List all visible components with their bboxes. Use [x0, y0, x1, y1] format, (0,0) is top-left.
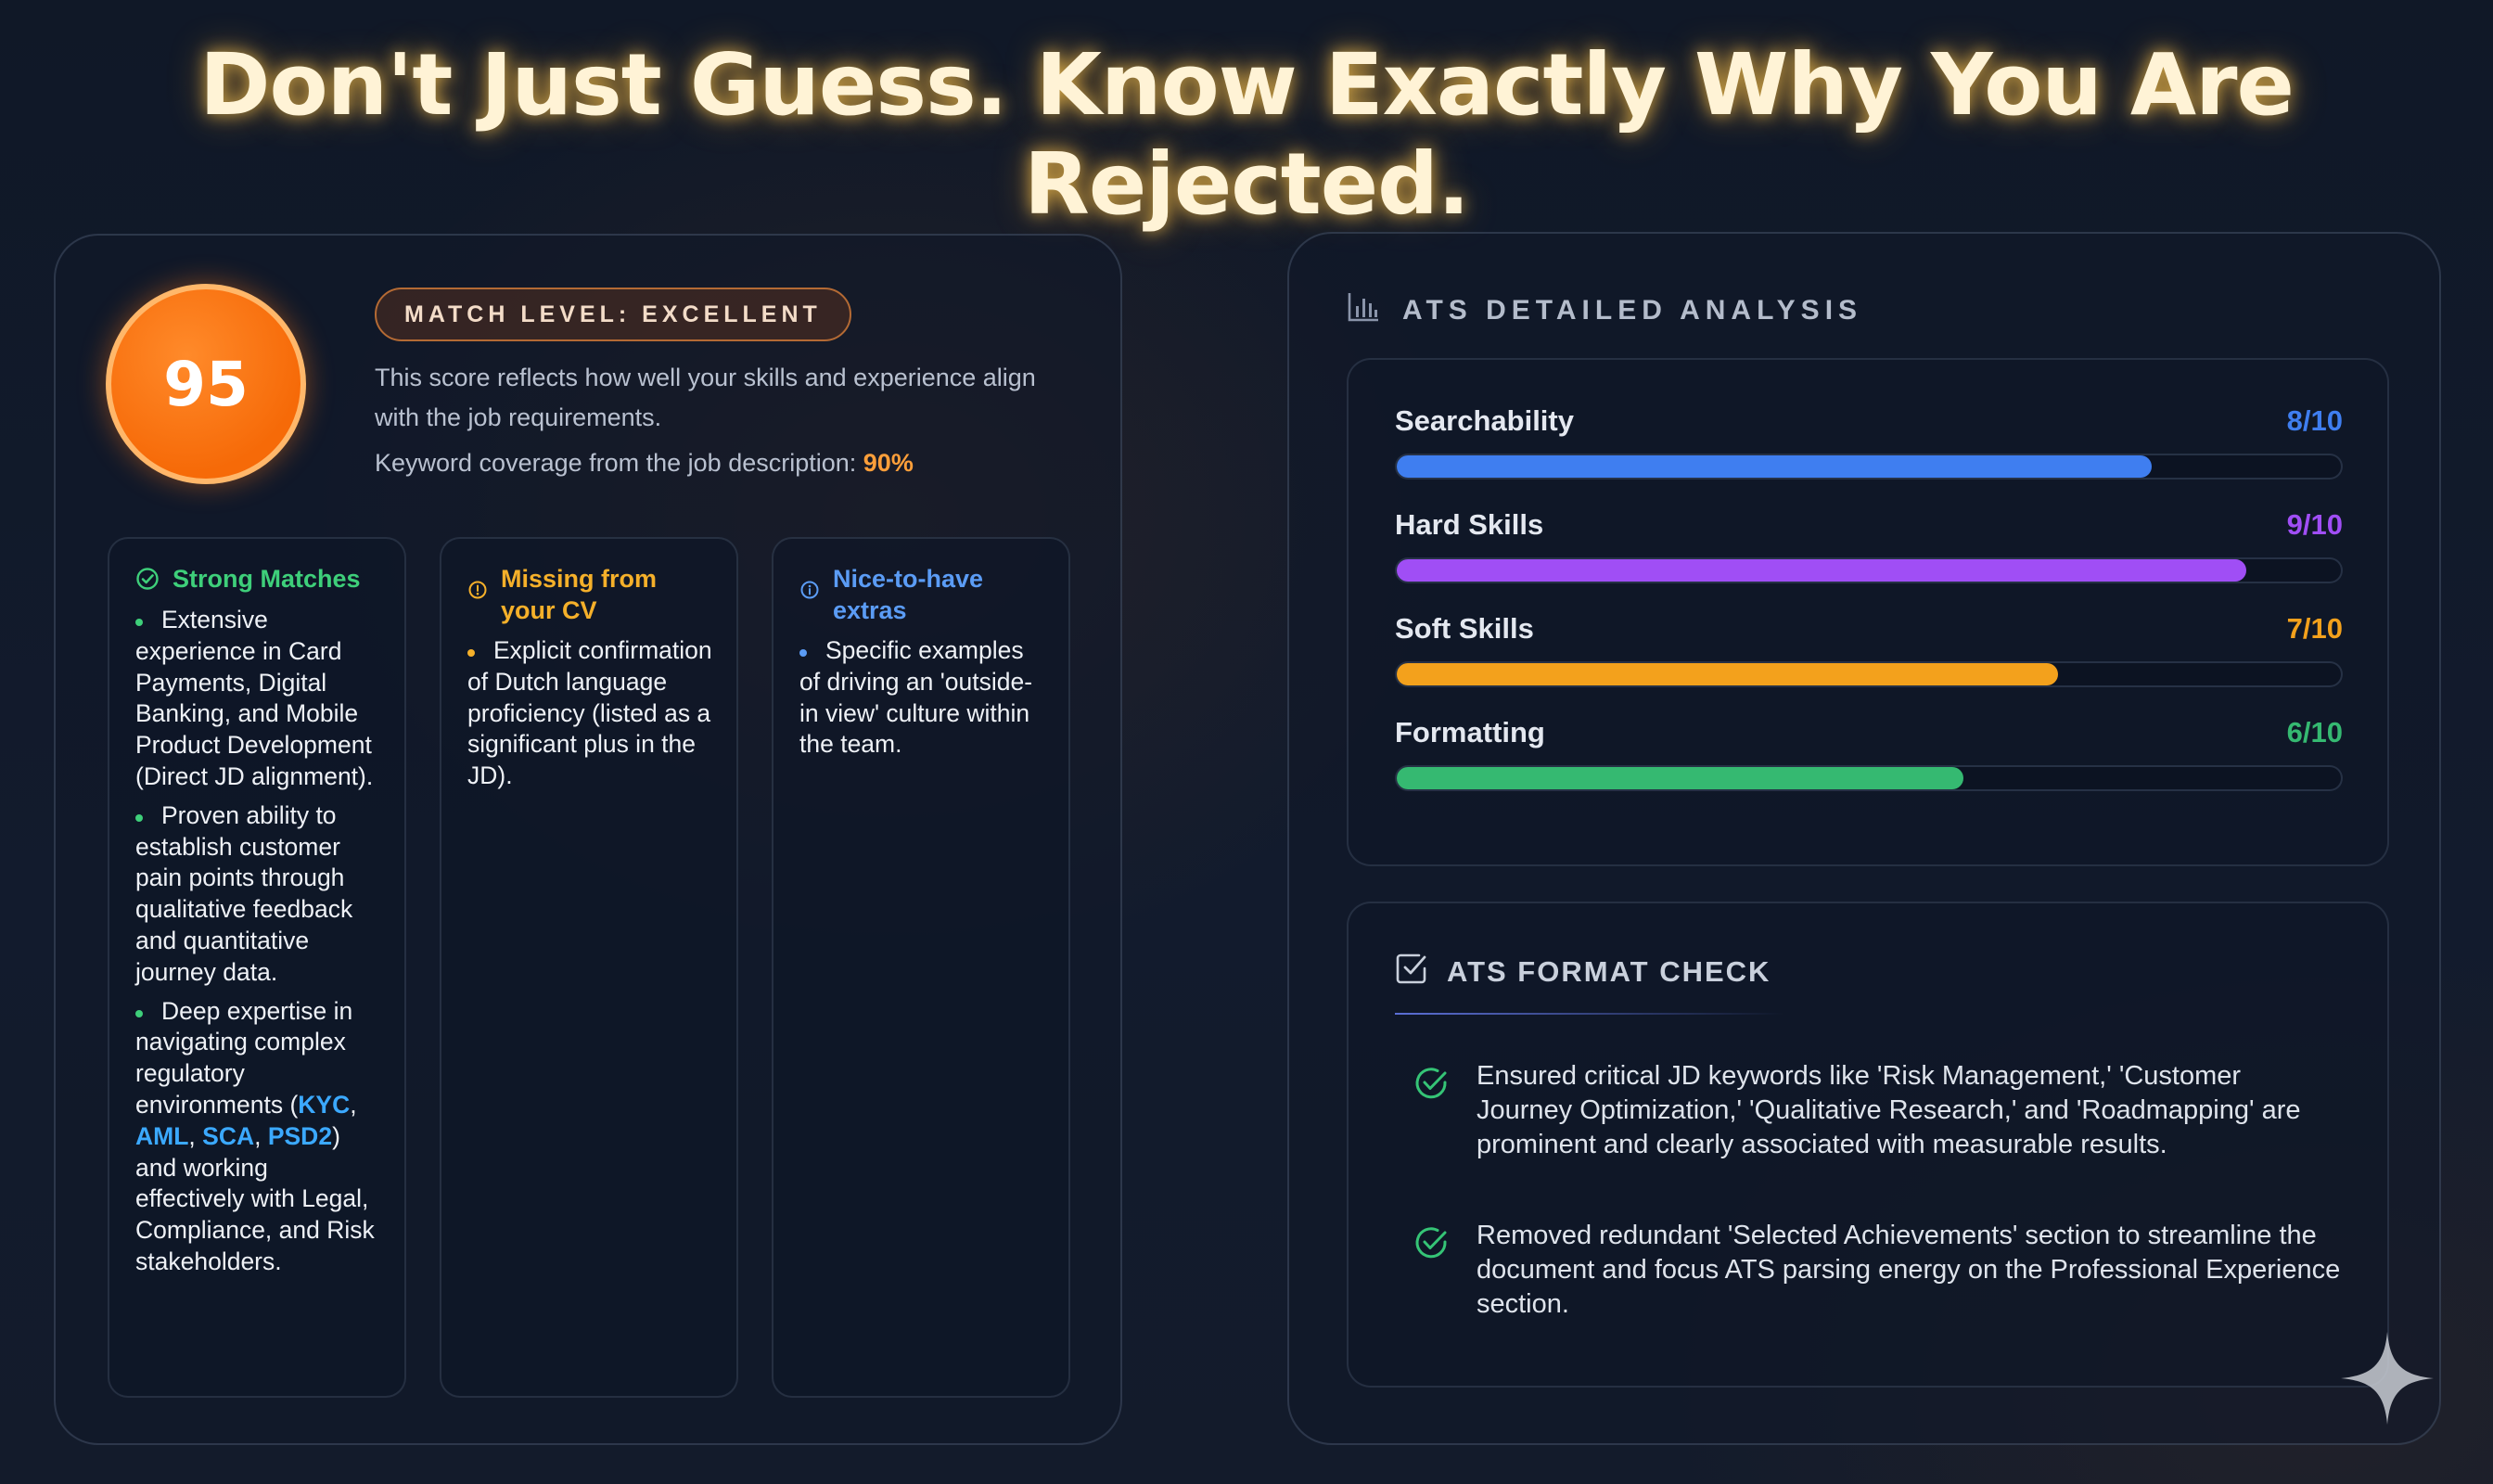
progress-fill	[1397, 663, 2058, 685]
metric-label: Hard Skills	[1395, 508, 1544, 541]
progress-fill	[1397, 767, 1963, 789]
nice-to-have-card: Nice-to-have extras Specific examples of…	[772, 537, 1070, 1398]
format-check-header: ATS FORMAT CHECK	[1395, 952, 1771, 992]
keyword-tag: AML	[135, 1121, 189, 1150]
progress-track	[1395, 765, 2343, 791]
checkbox-icon	[1395, 952, 1428, 992]
format-check-item: Removed redundant 'Selected Achievements…	[1413, 1219, 2341, 1322]
list-item: Explicit confirmation of Dutch language …	[467, 636, 712, 790]
keyword-tag: SCA	[202, 1121, 255, 1150]
list-item: Extensive experience in Card Payments, D…	[135, 606, 374, 790]
sparkle-icon	[2339, 1330, 2435, 1431]
match-score-panel: 95 MATCH LEVEL: EXCELLENT This score ref…	[54, 234, 1122, 1445]
metric-label: Soft Skills	[1395, 612, 1534, 645]
score-description: This score reflects how well your skills…	[375, 364, 1036, 431]
metric-label: Searchability	[1395, 404, 1574, 437]
match-level-badge: MATCH LEVEL: EXCELLENT	[375, 288, 851, 341]
ats-metrics-card: Searchability 8/10 Hard Skills 9/10 Soft Ski…	[1347, 358, 2389, 866]
coverage-value: 90%	[863, 449, 914, 477]
progress-track	[1395, 557, 2343, 583]
progress-fill	[1397, 455, 2153, 478]
metric-value: 8/10	[2286, 404, 2343, 437]
keyword-tag: KYC	[298, 1090, 351, 1119]
check-circle-icon	[1413, 1224, 1451, 1322]
progress-track	[1395, 454, 2343, 480]
metric-value: 7/10	[2286, 612, 2343, 645]
ats-analysis-panel: ATS DETAILED ANALYSIS Searchability 8/10 H…	[1287, 232, 2441, 1445]
missing-from-cv-title: Missing from your CV	[501, 565, 658, 624]
ats-analysis-header: ATS DETAILED ANALYSIS	[1347, 291, 1862, 330]
ats-analysis-title: ATS DETAILED ANALYSIS	[1402, 295, 1863, 326]
check-circle-icon	[135, 567, 160, 595]
page-headline: Don't Just Guess. Know Exactly Why You A…	[199, 35, 2295, 234]
format-check-item: Ensured critical JD keywords like 'Risk …	[1413, 1059, 2341, 1162]
info-circle-icon	[799, 580, 820, 605]
metric-label: Formatting	[1395, 716, 1545, 748]
keyword-tag: PSD2	[267, 1121, 333, 1150]
missing-from-cv-card: Missing from your CV Explicit confirmati…	[440, 537, 738, 1398]
divider	[1395, 1013, 1784, 1015]
alert-circle-icon	[467, 580, 488, 605]
nice-to-have-title: Nice-to-have extras	[833, 565, 984, 624]
list-item: Deep expertise in navigating complex reg…	[135, 996, 375, 1275]
list-item: Specific examples of driving an 'outside…	[799, 636, 1033, 759]
progress-fill	[1397, 559, 2247, 582]
coverage-label: Keyword coverage from the job descriptio…	[375, 449, 857, 477]
score-circle: 95	[106, 284, 306, 484]
strong-matches-title: Strong Matches	[173, 565, 361, 593]
format-check-title: ATS FORMAT CHECK	[1447, 955, 1771, 988]
list-item: Proven ability to establish customer pai…	[135, 800, 353, 986]
metric-value: 6/10	[2286, 716, 2343, 748]
strong-matches-card: Strong Matches Extensive experience in C…	[108, 537, 406, 1398]
keyword-coverage: Keyword coverage from the job descriptio…	[375, 449, 914, 478]
progress-track	[1395, 661, 2343, 687]
bar-chart-icon	[1347, 291, 1380, 330]
check-circle-icon	[1413, 1065, 1451, 1162]
ats-format-check-card: ATS FORMAT CHECK Ensured critical JD key…	[1347, 902, 2389, 1388]
metric-value: 9/10	[2286, 508, 2343, 541]
